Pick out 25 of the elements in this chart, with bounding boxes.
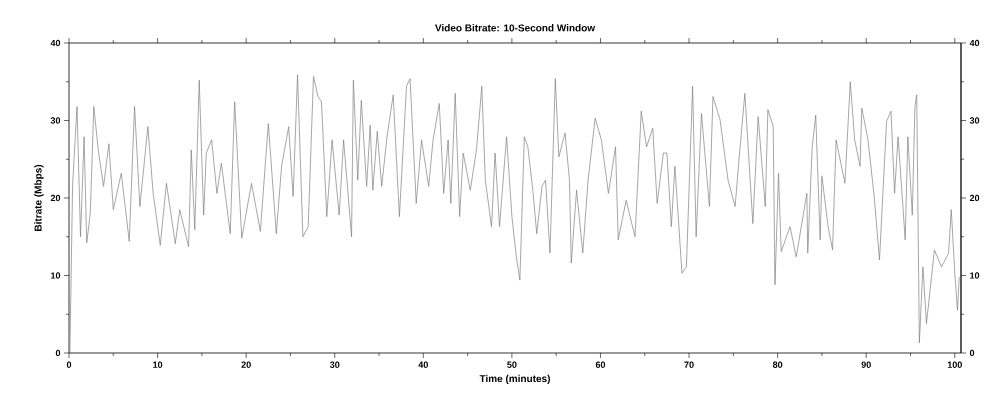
y2-tick-label: 10	[970, 272, 980, 279]
line-series	[69, 74, 960, 353]
y-tick-label: 0	[55, 349, 61, 357]
x-axis-title: Time (minutes)	[479, 374, 550, 385]
x-tick-label: 40	[418, 361, 428, 368]
x-tick-label: 10	[153, 361, 163, 368]
x-tick-label: 90	[861, 361, 871, 368]
y-tick-label: 10	[51, 272, 61, 279]
x-tick-label: 0	[66, 361, 72, 368]
y-tick-label: 30	[50, 117, 61, 124]
x-tick-label: 100	[947, 361, 962, 368]
x-tick-label: 30	[329, 361, 340, 368]
y2-tick-label: 0	[969, 349, 975, 357]
y2-tick-label: 40	[969, 39, 980, 47]
y-tick-label: 40	[50, 39, 61, 47]
y-axis-title: Bitrate (Mbps)	[34, 164, 44, 231]
x-tick-label: 80	[772, 361, 783, 368]
y2-tick-label: 30	[969, 117, 980, 124]
x-tick-label: 70	[684, 361, 694, 368]
chart-title: Video Bitrate: 10-Second Window	[435, 24, 596, 32]
y2-tick-label: 20	[969, 194, 980, 202]
y-tick-label: 20	[50, 194, 61, 202]
x-tick-label: 60	[595, 361, 606, 368]
x-tick-label: 50	[507, 361, 517, 368]
x-tick-label: 20	[241, 361, 251, 368]
